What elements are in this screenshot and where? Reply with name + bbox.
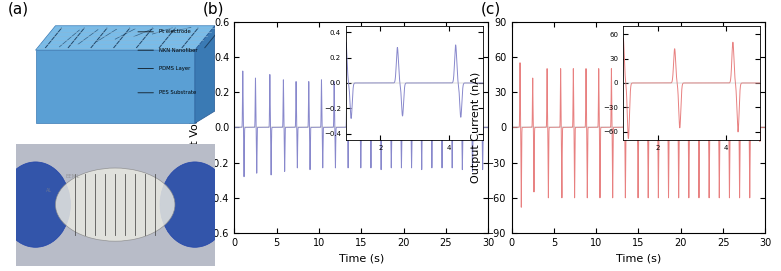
Text: AL: AL xyxy=(45,188,52,193)
Polygon shape xyxy=(16,144,215,266)
Text: PDMS Layer: PDMS Layer xyxy=(138,66,191,71)
Text: PES Substrate: PES Substrate xyxy=(138,90,196,95)
Text: (c): (c) xyxy=(480,1,501,16)
Text: Pt electrode: Pt electrode xyxy=(138,29,191,34)
Text: (a): (a) xyxy=(8,1,29,16)
Polygon shape xyxy=(195,26,215,123)
Text: EEML: EEML xyxy=(66,174,80,179)
Ellipse shape xyxy=(160,162,230,247)
X-axis label: Time (s): Time (s) xyxy=(339,253,383,263)
Ellipse shape xyxy=(1,162,70,247)
Polygon shape xyxy=(36,50,195,123)
Text: (b): (b) xyxy=(203,1,225,16)
Polygon shape xyxy=(36,26,215,50)
Text: NKN Nanofiber: NKN Nanofiber xyxy=(138,48,198,53)
Y-axis label: Output Voltage (V): Output Voltage (V) xyxy=(191,75,201,179)
Y-axis label: Output Current (nA): Output Current (nA) xyxy=(471,72,481,183)
Ellipse shape xyxy=(55,168,175,241)
X-axis label: Time (s): Time (s) xyxy=(616,253,661,263)
